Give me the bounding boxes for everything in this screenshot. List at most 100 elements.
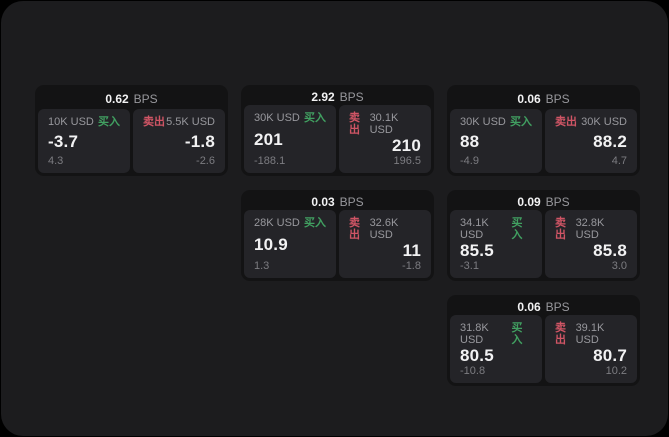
quote-card: 0.03 BPS 28K USD 买入 10.9 1.3 卖出 32.6K US… [241,190,434,281]
buy-tile-header: 34.1K USD 买入 [460,217,532,241]
sell-delta: 3.0 [611,260,627,272]
bps-unit-label: BPS [545,299,570,314]
sell-tile-header: 卖出 30K USD [555,116,627,128]
sell-size: 32.8K USD [575,217,605,241]
sell-price: 80.7 [593,346,627,365]
sell-tile-header: 卖出 39.1K USD [555,322,627,346]
buy-delta: 4.3 [48,155,64,167]
buy-delta: -188.1 [254,155,286,167]
sell-tile-header: 卖出 32.8K USD [555,217,627,241]
sell-quote-tile[interactable]: 卖出 30.1K USD 210 196.5 [339,105,431,173]
buy-size: 31.8K USD [460,322,489,346]
buy-quote-tile[interactable]: 28K USD 买入 10.9 1.3 [244,210,336,278]
buy-tile-header: 31.8K USD 买入 [460,322,532,346]
buy-size: 34.1K USD [460,217,489,241]
buy-size: 28K USD [254,217,300,229]
sell-tile-header: 卖出 30.1K USD [349,112,421,136]
sell-size: 39.1K USD [575,322,605,346]
sell-quote-tile[interactable]: 卖出 39.1K USD 80.7 10.2 [545,315,637,383]
bps-header: 0.62 BPS [38,88,225,109]
buy-price: 85.5 [460,241,494,260]
quote-card: 2.92 BPS 30K USD 买入 201 -188.1 卖出 30.1K … [241,85,434,176]
quote-tiles: 34.1K USD 买入 85.5 -3.1 卖出 32.8K USD 85.8… [450,210,637,278]
sell-quote-tile[interactable]: 卖出 5.5K USD -1.8 -2.6 [133,109,225,173]
buy-price: 201 [254,130,283,149]
quote-card: 0.06 BPS 31.8K USD 买入 80.5 -10.8 卖出 39.1… [447,295,640,386]
bps-header: 0.06 BPS [450,88,637,109]
sell-side-label: 卖出 [349,217,360,241]
bps-unit-label: BPS [545,194,570,209]
sell-price: 85.8 [593,241,627,260]
sell-quote-tile[interactable]: 卖出 32.8K USD 85.8 3.0 [545,210,637,278]
bps-unit-label: BPS [133,91,158,106]
sell-delta: 4.7 [611,155,627,167]
buy-delta: 1.3 [254,260,270,272]
quote-card: 0.62 BPS 10K USD 买入 -3.7 4.3 卖出 5.5K USD… [35,85,228,176]
buy-side-label: 买入 [511,217,523,241]
buy-quote-tile[interactable]: 30K USD 买入 201 -188.1 [244,105,336,173]
sell-side-label: 卖出 [143,116,165,128]
quote-tiles: 10K USD 买入 -3.7 4.3 卖出 5.5K USD -1.8 -2.… [38,109,225,173]
sell-delta: -1.8 [402,260,421,272]
buy-side-label: 买入 [304,217,326,229]
bps-header: 0.03 BPS [244,193,431,210]
bps-value: 0.06 [517,91,541,106]
buy-price: 88 [460,132,480,151]
sell-size: 30K USD [581,116,627,128]
buy-quote-tile[interactable]: 34.1K USD 买入 85.5 -3.1 [450,210,542,278]
sell-side-label: 卖出 [555,116,577,128]
quote-card: 0.06 BPS 30K USD 买入 88 -4.9 卖出 30K USD 8… [447,85,640,176]
buy-delta: -10.8 [460,365,486,377]
sell-price: 88.2 [593,132,627,151]
buy-size: 10K USD [48,116,94,128]
bps-unit-label: BPS [339,89,364,104]
sell-quote-tile[interactable]: 卖出 30K USD 88.2 4.7 [545,109,637,173]
buy-side-label: 买入 [510,116,532,128]
buy-side-label: 买入 [98,116,120,128]
sell-price: 210 [392,136,421,155]
bps-header: 0.09 BPS [450,193,637,210]
sell-size: 30.1K USD [369,112,399,136]
sell-side-label: 卖出 [555,322,566,346]
sell-side-label: 卖出 [349,112,360,136]
bps-value: 0.06 [517,299,541,314]
sell-quote-tile[interactable]: 卖出 32.6K USD 11 -1.8 [339,210,431,278]
buy-price: 80.5 [460,346,494,365]
sell-tile-header: 卖出 32.6K USD [349,217,421,241]
buy-side-label: 买入 [511,322,523,346]
sell-side-label: 卖出 [555,217,566,241]
buy-quote-tile[interactable]: 10K USD 买入 -3.7 4.3 [38,109,130,173]
buy-delta: -3.1 [460,260,479,272]
sell-size: 5.5K USD [166,116,215,128]
cards-grid: 0.62 BPS 10K USD 买入 -3.7 4.3 卖出 5.5K USD… [35,85,640,386]
sell-delta: 196.5 [393,155,421,167]
sell-price: 11 [402,241,421,260]
quote-tiles: 30K USD 买入 88 -4.9 卖出 30K USD 88.2 4.7 [450,109,637,173]
quote-tiles: 31.8K USD 买入 80.5 -10.8 卖出 39.1K USD 80.… [450,315,637,383]
quote-card: 0.09 BPS 34.1K USD 买入 85.5 -3.1 卖出 32.8K… [447,190,640,281]
buy-price: 10.9 [254,235,288,254]
sell-tile-header: 卖出 5.5K USD [143,116,215,128]
buy-tile-header: 30K USD 买入 [460,116,532,128]
sell-price: -1.8 [184,132,215,151]
buy-size: 30K USD [460,116,506,128]
bps-header: 2.92 BPS [244,88,431,105]
bps-value: 0.62 [105,91,129,106]
buy-quote-tile[interactable]: 30K USD 买入 88 -4.9 [450,109,542,173]
sell-delta: -2.6 [196,155,215,167]
buy-tile-header: 10K USD 买入 [48,116,120,128]
buy-quote-tile[interactable]: 31.8K USD 买入 80.5 -10.8 [450,315,542,383]
bps-value: 0.03 [311,194,335,209]
bps-value: 2.92 [311,89,335,104]
sell-size: 32.6K USD [369,217,399,241]
sell-delta: 10.2 [605,365,627,377]
bps-unit-label: BPS [545,91,570,106]
buy-side-label: 买入 [304,112,326,124]
buy-tile-header: 30K USD 买入 [254,112,326,124]
quote-tiles: 30K USD 买入 201 -188.1 卖出 30.1K USD 210 1… [244,105,431,173]
bps-unit-label: BPS [339,194,364,209]
quote-tiles: 28K USD 买入 10.9 1.3 卖出 32.6K USD 11 -1.8 [244,210,431,278]
buy-price: -3.7 [48,132,79,151]
